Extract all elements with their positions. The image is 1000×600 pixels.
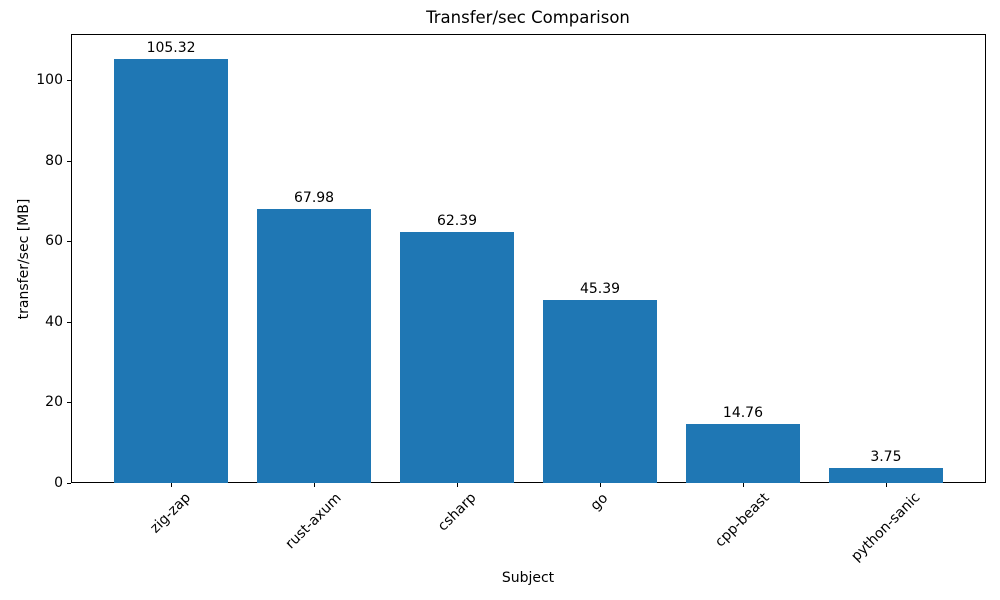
- x-tick-label: go: [588, 489, 612, 514]
- bar-value-label: 62.39: [436, 212, 478, 229]
- y-axis-label: transfer/sec [MB]: [16, 198, 32, 320]
- x-tick-mark: [742, 483, 744, 487]
- bar: [113, 58, 229, 483]
- bar-value-label: 67.98: [294, 190, 335, 206]
- y-tick-mark: [67, 241, 71, 243]
- bar: [542, 300, 658, 483]
- y-tick-mark: [67, 321, 71, 323]
- y-tick-mark: [67, 160, 71, 162]
- x-tick-mark: [314, 483, 316, 487]
- bar: [685, 423, 801, 483]
- x-tick-mark: [885, 483, 887, 487]
- y-tick-mark: [67, 402, 71, 404]
- bar-value-label: 14.76: [722, 404, 763, 421]
- x-tick-label: rust-axum: [282, 490, 345, 553]
- x-tick-mark: [457, 483, 459, 487]
- x-tick-label: zig-zap: [147, 489, 195, 537]
- y-tick-label: 60: [45, 233, 63, 250]
- x-tick-mark: [599, 483, 601, 487]
- y-tick-label: 80: [45, 152, 63, 169]
- y-tick-label: 100: [36, 71, 63, 88]
- y-tick-label: 40: [45, 313, 63, 330]
- bar: [399, 231, 515, 483]
- bar-value-label: 105.32: [146, 39, 196, 56]
- x-axis-label: Subject: [501, 570, 555, 586]
- bar: [828, 467, 944, 483]
- y-tick-label: 0: [54, 475, 63, 491]
- bar-value-label: 3.75: [870, 448, 902, 465]
- x-tick-mark: [171, 483, 173, 487]
- x-tick-label: csharp: [434, 489, 480, 535]
- y-tick-mark: [67, 79, 71, 81]
- bar: [256, 209, 372, 483]
- bar-value-label: 45.39: [579, 281, 621, 298]
- chart-title: Transfer/sec Comparison: [426, 8, 630, 27]
- x-tick-label: cpp-beast: [712, 489, 773, 551]
- y-tick-label: 20: [45, 394, 63, 411]
- y-tick-mark: [67, 483, 71, 484]
- x-tick-label: python-sanic: [848, 489, 924, 566]
